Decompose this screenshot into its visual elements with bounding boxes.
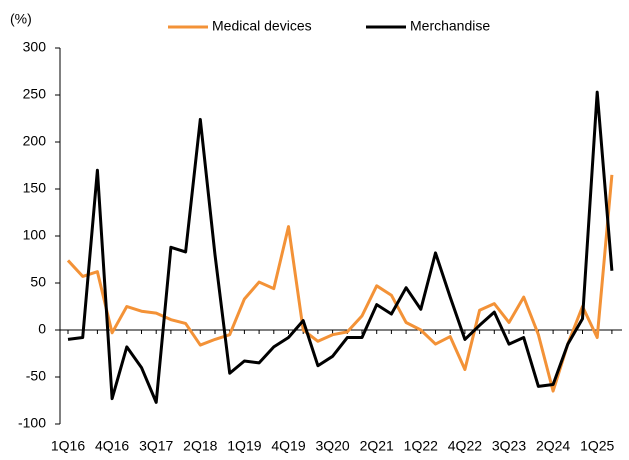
y-tick-label: 0 <box>38 321 46 337</box>
y-tick-label: 200 <box>23 133 47 149</box>
x-tick-label: 1Q19 <box>227 438 261 454</box>
y-tick-label: 300 <box>23 39 47 55</box>
x-tick-label: 1Q16 <box>51 438 85 454</box>
y-tick-label: 50 <box>30 274 46 290</box>
y-tick-label: -100 <box>18 415 46 431</box>
series-line <box>67 90 614 404</box>
legend-label: Medical devices <box>212 18 312 34</box>
y-axis-label: (%) <box>10 11 32 27</box>
x-tick-label: 2Q24 <box>536 438 570 454</box>
legend-label: Merchandise <box>410 18 490 34</box>
x-tick-label: 3Q17 <box>139 438 173 454</box>
x-tick-label: 4Q19 <box>271 438 305 454</box>
series-line <box>66 174 614 393</box>
y-tick-label: 100 <box>23 227 47 243</box>
y-tick-label: 250 <box>23 86 47 102</box>
x-tick-label: 1Q22 <box>404 438 438 454</box>
x-tick-label: 2Q18 <box>183 438 217 454</box>
y-tick-label: 150 <box>23 180 47 196</box>
x-tick-label: 1Q25 <box>580 438 614 454</box>
x-tick-label: 3Q20 <box>315 438 349 454</box>
y-tick-label: -50 <box>26 368 46 384</box>
x-tick-label: 4Q22 <box>448 438 482 454</box>
x-tick-label: 3Q23 <box>492 438 526 454</box>
x-tick-label: 4Q16 <box>95 438 129 454</box>
x-tick-label: 2Q21 <box>360 438 394 454</box>
